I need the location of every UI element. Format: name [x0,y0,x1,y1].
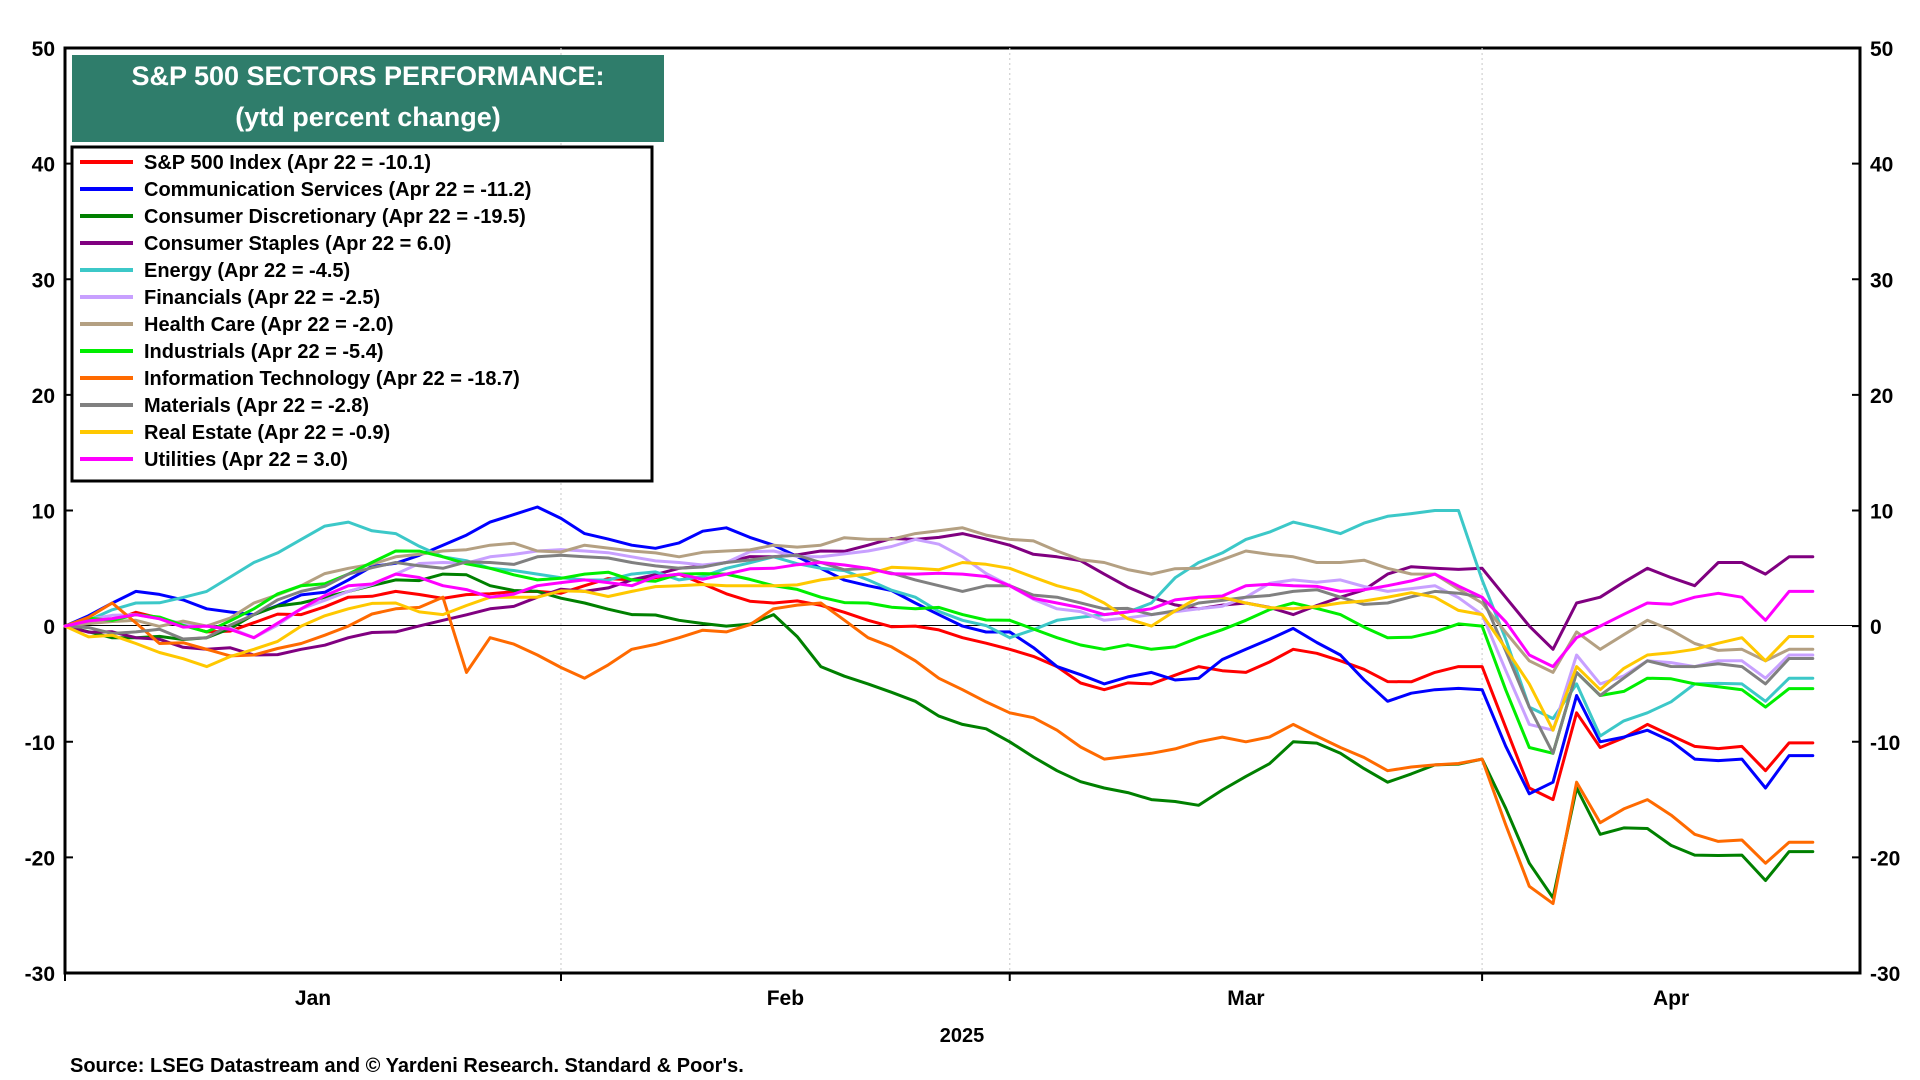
legend-label: Information Technology (Apr 22 = -18.7) [144,368,520,390]
series-line [63,553,1815,755]
y-axis-right: -30 -20 -10 0 10 20 30 40 50 [1852,38,1900,986]
legend-label: Consumer Staples (Apr 22 = 6.0) [144,233,451,255]
legend-label: Energy (Apr 22 = -4.5) [144,260,350,282]
legend-label: Industrials (Apr 22 = -5.4) [144,341,384,363]
y-tick-label-left: 0 [43,616,55,639]
y-tick-label-right: -20 [1870,847,1900,870]
month-separators [560,48,1483,973]
y-tick-label-left: 20 [32,385,55,408]
y-tick-label-right: 30 [1870,269,1893,292]
x-tick-label: Mar [1227,987,1264,1010]
series-lines [63,505,1815,906]
y-tick-label-left: 40 [32,154,55,177]
x-tick-label: Apr [1653,987,1689,1010]
y-tick-label-left: -20 [25,847,55,870]
series-line [63,595,1815,906]
y-tick-label-left: 10 [32,501,55,524]
legend-label: Communication Services (Apr 22 = -11.2) [144,179,531,201]
legend-label: Health Care (Apr 22 = -2.0) [144,314,394,336]
y-tick-label-left: 50 [32,38,55,61]
x-axis: Jan Feb Mar Apr [64,973,1689,1010]
series-line [63,572,1815,802]
series-line [63,509,1815,738]
legend-label: S&P 500 Index (Apr 22 = -10.1) [144,152,431,174]
y-tick-label-right: -30 [1870,963,1900,986]
chart-title-box: S&P 500 SECTORS PERFORMANCE: (ytd percen… [72,55,664,142]
legend-label: Materials (Apr 22 = -2.8) [144,395,369,417]
legend-label: Consumer Discretionary (Apr 22 = -19.5) [144,206,526,228]
y-tick-label-left: 30 [32,269,55,292]
x-tick-label: Feb [767,987,804,1010]
y-axis-left: -30 -20 -10 0 10 20 30 40 50 [25,38,73,986]
series-line [63,561,1815,669]
y-tick-label-right: 40 [1870,154,1893,177]
y-tick-label-right: -10 [1870,732,1900,755]
y-tick-label-left: -30 [25,963,55,986]
series-line [63,537,1815,732]
chart-title-line-2: (ytd percent change) [235,102,501,132]
legend-label: Utilities (Apr 22 = 3.0) [144,449,348,471]
y-tick-label-right: 20 [1870,385,1893,408]
y-tick-label-right: 0 [1870,616,1882,639]
y-tick-label-right: 10 [1870,501,1893,524]
series-line [63,526,1815,674]
series-line [63,505,1815,796]
chart-title-line-1: S&P 500 SECTORS PERFORMANCE: [131,61,604,91]
legend-label: Financials (Apr 22 = -2.5) [144,287,380,309]
legend: S&P 500 Index (Apr 22 = -10.1) Communicat… [70,145,654,483]
series-line [63,561,1815,732]
source-note: Source: LSEG Datastream and © Yardeni Re… [70,1055,744,1077]
x-axis-year-label: 2025 [940,1025,985,1047]
series-line [63,532,1815,657]
y-tick-label-right: 50 [1870,38,1893,61]
legend-label: Real Estate (Apr 22 = -0.9) [144,422,390,444]
y-tick-label-left: -10 [25,732,55,755]
series-line [63,549,1815,755]
x-tick-label: Jan [295,987,331,1010]
